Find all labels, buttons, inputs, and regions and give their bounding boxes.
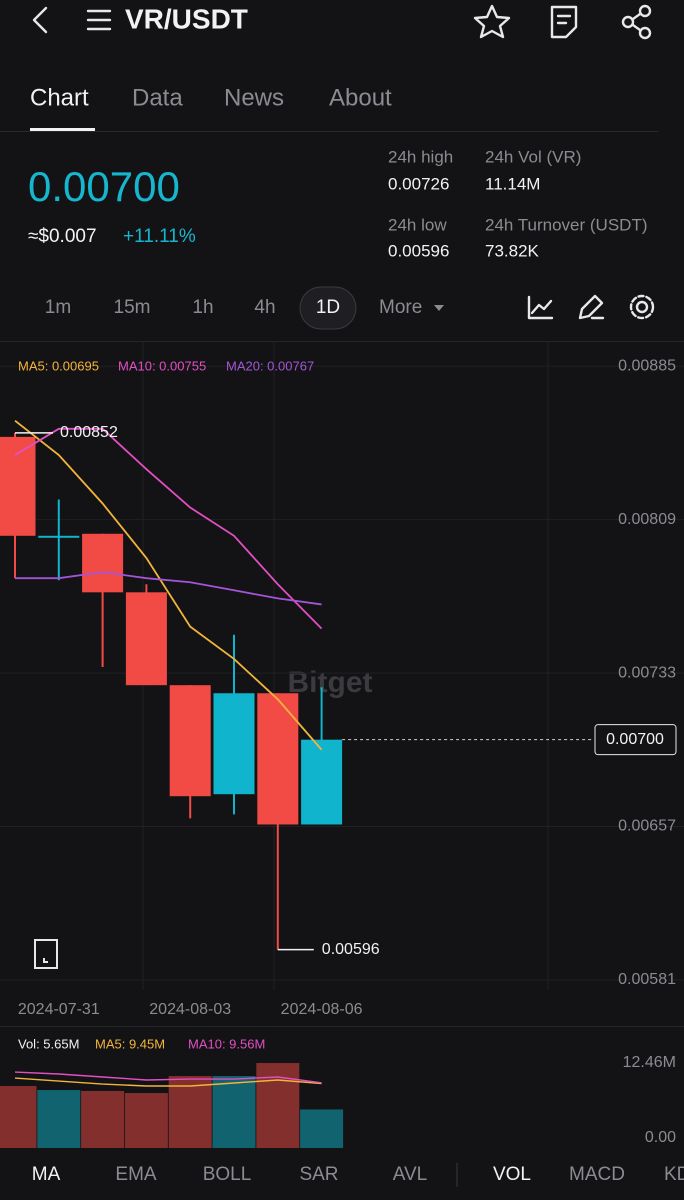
share-icon	[638, 4, 652, 18]
y-tick-label: 0.00885	[618, 357, 676, 374]
settings-icon	[635, 300, 649, 314]
x-tick-label: 2024-08-03	[149, 1001, 231, 1018]
indicator-tab[interactable]: VOL	[493, 1164, 531, 1185]
fullscreen-button[interactable]	[34, 939, 58, 969]
low-label: 0.00596	[322, 941, 380, 958]
stat-value: 11.14M	[485, 174, 540, 193]
candle-body	[125, 592, 167, 686]
share-icon	[638, 26, 652, 40]
current-price-label: 0.00700	[606, 731, 664, 748]
indicator-tab[interactable]: SAR	[299, 1164, 338, 1185]
high-label: 0.00852	[60, 424, 118, 441]
share-icon	[631, 12, 642, 32]
watermark: Bitget	[288, 666, 373, 699]
vol-legend-entry: MA5: 9.45M	[95, 1036, 165, 1051]
y-tick-label: 0.00733	[618, 664, 676, 681]
candle-body	[82, 533, 124, 593]
legend-entry: MA5: 0.00695	[18, 358, 99, 373]
candle-body	[169, 685, 211, 797]
indicator-tab[interactable]: BOLL	[203, 1164, 252, 1185]
interval[interactable]: 4h	[254, 297, 275, 318]
vol-ma-line	[14, 1077, 322, 1087]
indicator-tab[interactable]: MA	[32, 1164, 61, 1185]
tab[interactable]: About	[329, 84, 392, 111]
indicator-button[interactable]	[527, 295, 554, 320]
last-price: 0.00700	[28, 163, 180, 210]
stat-label: 24h low	[388, 215, 447, 234]
usd-price: ≈$0.007	[28, 226, 97, 247]
stat-value: 0.00596	[388, 241, 449, 260]
dropdown-arrow	[434, 305, 444, 311]
share-button[interactable]	[621, 4, 652, 40]
volume-bar	[256, 1063, 300, 1148]
candle-body	[38, 535, 80, 538]
ma-line	[14, 420, 323, 751]
y-tick-label: 0.00581	[618, 971, 676, 988]
tab[interactable]: News	[224, 84, 284, 111]
favorite-button[interactable]	[473, 4, 511, 39]
volume-bar	[212, 1076, 256, 1148]
interval[interactable]: 1m	[45, 297, 71, 318]
stat-label: 24h Turnover (USDT)	[485, 215, 648, 234]
interval[interactable]: 1D	[316, 297, 340, 318]
interval[interactable]: 1h	[192, 297, 213, 318]
indicator-tab[interactable]: KD	[664, 1164, 684, 1185]
ma-line	[14, 427, 323, 630]
share-icon	[621, 15, 635, 29]
draw-button[interactable]	[578, 294, 605, 320]
divider	[0, 341, 684, 342]
y-tick-label: 0.00809	[618, 511, 676, 528]
vol-legend-entry: Vol: 5.65M	[18, 1036, 79, 1051]
tab[interactable]: Data	[132, 84, 183, 111]
settings-icon	[629, 294, 655, 320]
tab-underline	[30, 128, 95, 131]
current-price-box	[594, 724, 677, 756]
legend-entry: MA10: 0.00755	[118, 358, 206, 373]
x-tick-label: 2024-07-31	[18, 1001, 100, 1018]
settings-button[interactable]	[629, 294, 655, 320]
legend-entry: MA20: 0.00767	[226, 358, 314, 373]
plot: 0.00885 0.00809 0.00733 0.00657 0.00581 MA5: …	[0, 357, 684, 1148]
stat-label: 24h Vol (VR)	[485, 147, 581, 166]
stat-value: 73.82K	[485, 241, 540, 260]
price-change: +11.11%	[123, 226, 196, 247]
indicator-tab[interactable]: AVL	[393, 1164, 428, 1185]
menu-button[interactable]	[86, 9, 112, 31]
indicator-tab[interactable]: EMA	[115, 1164, 157, 1185]
vol-tick-label: 12.46M	[623, 1054, 676, 1071]
volume-bar	[168, 1076, 212, 1148]
interval[interactable]: 15m	[114, 297, 151, 318]
divider	[0, 131, 658, 132]
stat-value: 0.00726	[388, 174, 449, 193]
candle-body	[257, 693, 299, 825]
indicator-tab[interactable]: MACD	[569, 1164, 625, 1185]
volume-bar	[81, 1090, 125, 1148]
volume-bar	[37, 1090, 81, 1148]
back-button[interactable]	[32, 6, 48, 34]
volume-bar	[124, 1093, 168, 1148]
vol-tick-label: 0.00	[645, 1129, 676, 1146]
stat-label: 24h high	[388, 147, 453, 166]
candle-body	[0, 436, 36, 536]
divider	[0, 1026, 684, 1027]
interval-more[interactable]: More	[379, 297, 422, 318]
notes-button[interactable]	[550, 5, 578, 39]
indicator-bar	[0, 1150, 684, 1200]
vol-legend-entry: MA10: 9.56M	[188, 1036, 265, 1051]
y-tick-label: 0.00657	[618, 818, 676, 835]
candle-body	[301, 739, 343, 825]
vol-ma-line	[14, 1071, 322, 1084]
ma-line	[15, 571, 322, 606]
volume-bar	[300, 1109, 344, 1148]
interval-selected	[299, 286, 357, 330]
volume-bar	[0, 1085, 37, 1148]
pair-title: VR/USDT	[125, 3, 248, 34]
x-tick-label: 2024-08-06	[281, 1001, 363, 1018]
candle-body	[213, 693, 255, 795]
tab[interactable]: Chart	[30, 84, 89, 111]
